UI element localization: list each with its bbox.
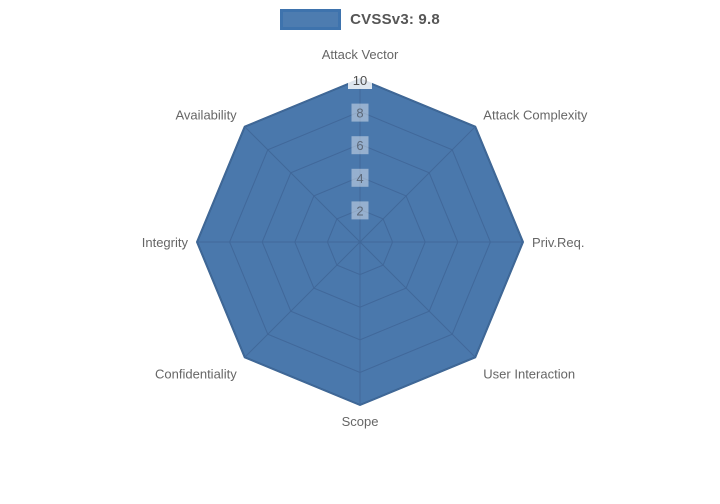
axis-label: Scope xyxy=(342,414,379,429)
tick-backdrop xyxy=(351,103,369,122)
axis-label: Confidentiality xyxy=(155,366,237,381)
grid-spoke xyxy=(359,241,476,358)
radial-ticks: 2 4 6 8 10 xyxy=(196,71,524,406)
axis-label: Attack Vector xyxy=(322,47,399,62)
tick-label: 4 xyxy=(356,171,363,186)
axis-label: Attack Complexity xyxy=(483,108,588,123)
grid-spoke xyxy=(244,126,361,243)
tick-label: 10 xyxy=(353,73,367,88)
tick-backdrop xyxy=(348,71,372,89)
axis-label: Availability xyxy=(176,108,238,123)
legend-label: CVSSv3: 9.8 xyxy=(350,11,440,28)
axis-labels: Attack Vector Attack Complexity Priv.Req. U… xyxy=(142,47,588,429)
axis-label: User Interaction xyxy=(483,366,575,381)
tick-backdrop xyxy=(351,168,369,187)
legend-swatch xyxy=(280,9,342,30)
tick-backdrop xyxy=(351,136,369,155)
grid-spoke xyxy=(244,241,361,358)
tick-label: 6 xyxy=(356,138,363,153)
axis-label: Priv.Req. xyxy=(532,235,585,250)
tick-label: 2 xyxy=(356,203,363,218)
tick-backdrop xyxy=(351,201,369,220)
legend[interactable]: CVSSv3: 9.8 xyxy=(0,9,720,30)
tick-label: 8 xyxy=(356,106,363,121)
axis-label: Integrity xyxy=(142,235,189,250)
grid-spoke xyxy=(359,126,476,243)
